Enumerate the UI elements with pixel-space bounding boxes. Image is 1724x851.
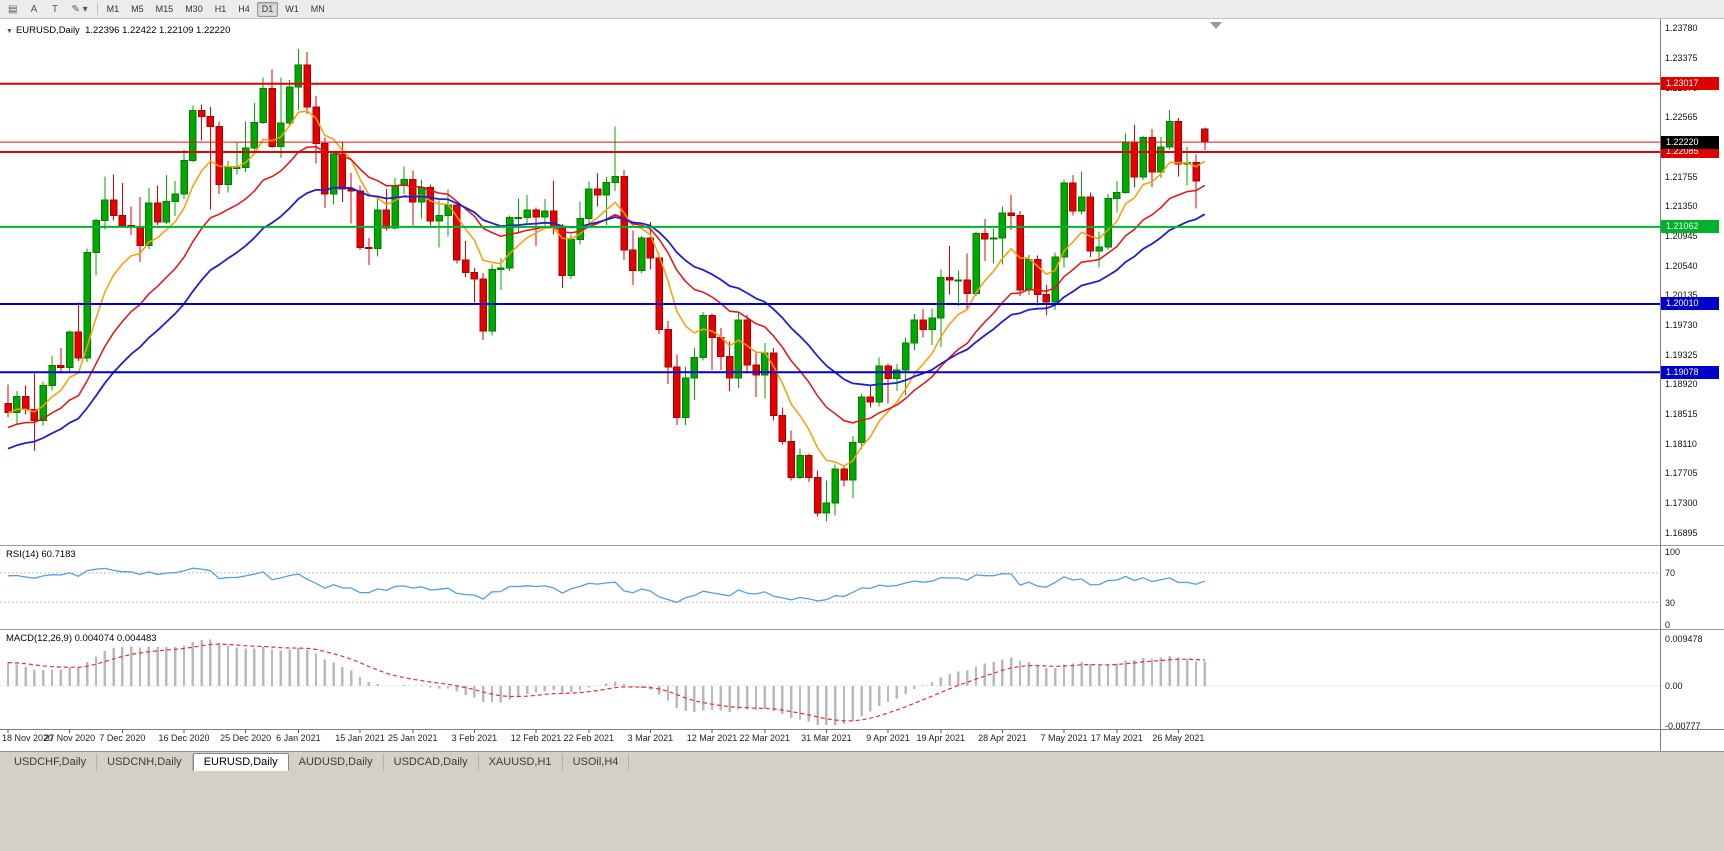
price-axis[interactable]: 1.237801.233751.229701.225651.221601.217…	[1661, 19, 1724, 751]
date-tick-label: 25 Jan 2021	[388, 733, 438, 743]
date-tick-label: 12 Feb 2021	[510, 733, 562, 743]
price-tick: 1.18110	[1665, 438, 1697, 449]
date-tick-label: 28 Apr 2021	[978, 733, 1027, 743]
symbol-tab-USDCNH[interactable]: USDCNH,Daily	[97, 754, 193, 771]
timeframe-button-H1[interactable]: H1	[214, 4, 227, 14]
symbol-tab-USDCHF[interactable]: USDCHF,Daily	[4, 754, 98, 771]
symbol-tab-XAUUSD[interactable]: XAUUSD,H1	[479, 754, 563, 771]
rsi-tick: 0	[1665, 619, 1671, 630]
price-tick: 1.18515	[1665, 409, 1698, 419]
timeframe-button-W1[interactable]: W1	[285, 4, 299, 14]
chart-header: ▼ EURUSD,Daily 1.22396 1.22422 1.22109 1.…	[6, 25, 230, 36]
date-tick-label: 7 Dec 2020	[99, 733, 146, 743]
date-tick-label: 27 Nov 2020	[44, 733, 96, 743]
rsi-label: RSI(14) 60.7183	[6, 549, 76, 560]
date-tick-label: 19 Apr 2021	[916, 733, 966, 743]
date-tick-label: 9 Apr 2021	[866, 733, 910, 743]
toolbar-tools: ▤ A T ✎ ▾	[3, 2, 93, 17]
macd-label: MACD(12,26,9) 0.004074 0.004483	[6, 633, 157, 644]
price-tick: 1.21755	[1665, 171, 1698, 182]
price-tick: 1.17705	[1665, 468, 1698, 479]
hline-price-tag: 1.22085	[1661, 145, 1719, 159]
date-tick-label: 6 Jan 2021	[276, 733, 321, 743]
time-axis-line	[0, 729, 1724, 730]
date-tick-label: 25 Dec 2020	[220, 733, 272, 743]
timeframe-button-M5[interactable]: M5	[131, 4, 144, 14]
price-tick: 1.18920	[1665, 379, 1698, 390]
price-tick: 1.16895	[1665, 527, 1698, 538]
timeframe-button-D1[interactable]: D1	[256, 1, 279, 17]
timeframe-button-MN[interactable]: MN	[310, 4, 325, 14]
symbol-tab-AUDUSD[interactable]: AUDUSD,Daily	[289, 754, 384, 771]
ohlc-values: 1.22396 1.22422 1.22109 1.22220	[85, 25, 231, 36]
chart-canvas[interactable]	[0, 19, 1660, 751]
macd-tick: 0.00	[1665, 681, 1683, 692]
date-tick-label: 22 Mar 2021	[739, 733, 791, 743]
hline-price-tag: 1.20010	[1661, 297, 1719, 311]
symbol-tab-USDCAD[interactable]: USDCAD,Daily	[384, 754, 479, 771]
text-tool-button[interactable]: T	[51, 3, 58, 15]
symbol-period-label: EURUSD,Daily	[15, 25, 80, 36]
toolbar: ▤ A T ✎ ▾ M1 M5 M15 M30 H1 H4 D1 W1 MN	[0, 0, 1724, 19]
timeframe-button-M1[interactable]: M1	[106, 4, 120, 14]
price-axis-border	[1660, 19, 1661, 751]
price-tick: 1.23780	[1665, 23, 1698, 34]
date-tick-label: 22 Feb 2021	[563, 733, 615, 743]
date-tick-label: 3 Mar 2021	[627, 733, 674, 743]
price-tick: 1.20945	[1665, 230, 1698, 241]
cursor-tool-button[interactable]: A	[30, 3, 38, 15]
date-tick-label: 16 Dec 2020	[158, 733, 210, 743]
timeframe-button-M30[interactable]: M30	[185, 4, 203, 14]
price-tick: 1.22565	[1665, 112, 1698, 123]
price-tick: 1.23375	[1665, 52, 1698, 63]
rsi-tick: 30	[1665, 597, 1676, 608]
toolbar-separator	[96, 3, 98, 15]
date-tick-label: 7 May 2021	[1040, 733, 1088, 743]
collapse-arrow-icon[interactable]: ▼	[6, 28, 13, 35]
date-tick-label: 18 Nov 2020	[2, 733, 54, 743]
price-tick: 1.17300	[1665, 498, 1698, 508]
chart-grid-icon[interactable]: ▤	[8, 3, 18, 15]
macd-tick: 0.009478	[1665, 633, 1703, 644]
timeframe-buttons: M1 M5 M15 M30 H1 H4 D1 W1 MN	[102, 1, 330, 17]
timeframe-button-H4[interactable]: H4	[238, 4, 250, 14]
hline-price-tag: 1.21062	[1661, 220, 1719, 234]
chart-tab-bar: USDCHF,Daily USDCNH,Daily EURUSD,Daily AUDU…	[4, 753, 630, 771]
hline-price-tag: 1.23017	[1661, 77, 1719, 91]
draw-tools-button[interactable]: ✎ ▾	[71, 3, 88, 15]
date-tick-label: 12 Mar 2021	[686, 733, 738, 743]
date-tick-label: 26 May 2021	[1152, 733, 1205, 743]
symbol-tab-EURUSD[interactable]: EURUSD,Daily	[192, 753, 289, 771]
pane-separator-rsi-macd[interactable]	[0, 629, 1724, 630]
date-tick-label: 31 Mar 2021	[801, 733, 852, 743]
rsi-tick: 70	[1665, 568, 1676, 579]
rsi-tick: 100	[1665, 546, 1681, 557]
macd-tick: -0.00777	[1665, 720, 1701, 731]
current-price-tag: 1.22220	[1661, 135, 1719, 149]
date-tick-label: 15 Jan 2021	[335, 733, 385, 743]
symbol-tab-USOil[interactable]: USOil,H4	[563, 754, 630, 771]
price-tick: 1.21350	[1665, 201, 1698, 212]
date-tick-label: 3 Feb 2021	[451, 733, 498, 743]
pane-separator-main-rsi[interactable]	[0, 545, 1724, 546]
date-tick-label: 17 May 2021	[1090, 733, 1143, 743]
hline-price-tag: 1.19078	[1661, 365, 1719, 379]
price-tick: 1.20540	[1665, 260, 1698, 271]
bottom-strip: USDCHF,Daily USDCNH,Daily EURUSD,Daily AUDU…	[0, 751, 1724, 851]
timeframe-button-M15[interactable]: M15	[155, 4, 174, 14]
price-tick: 1.19730	[1665, 319, 1698, 330]
price-tick: 1.19325	[1665, 349, 1698, 360]
price-tick: 1.20135	[1665, 290, 1698, 301]
